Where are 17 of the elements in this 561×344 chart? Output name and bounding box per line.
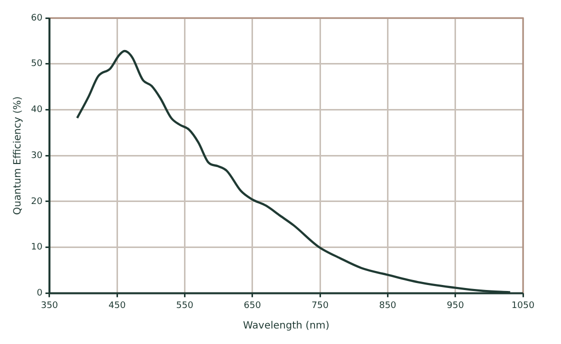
y-tick-label: 60 bbox=[31, 13, 43, 24]
x-tick-label: 450 bbox=[108, 300, 126, 311]
y-tick-label: 40 bbox=[31, 105, 43, 116]
x-tick-label: 1050 bbox=[512, 300, 535, 311]
y-tick-label: 20 bbox=[31, 196, 43, 207]
x-tick-label: 950 bbox=[446, 300, 464, 311]
x-axis-title: Wavelength (nm) bbox=[243, 320, 330, 332]
x-tick-label: 850 bbox=[379, 300, 397, 311]
y-tick-label: 0 bbox=[36, 288, 43, 299]
x-tick-label: 650 bbox=[244, 300, 262, 311]
x-tick-label: 750 bbox=[311, 300, 329, 311]
x-tick-label: 350 bbox=[40, 300, 58, 311]
y-tick-label: 10 bbox=[31, 242, 43, 253]
y-axis-title: Quantum Efficiency (%) bbox=[12, 96, 24, 215]
x-tick-label: 550 bbox=[176, 300, 194, 311]
y-tick-label: 30 bbox=[31, 150, 43, 161]
y-tick-label: 50 bbox=[31, 59, 43, 70]
